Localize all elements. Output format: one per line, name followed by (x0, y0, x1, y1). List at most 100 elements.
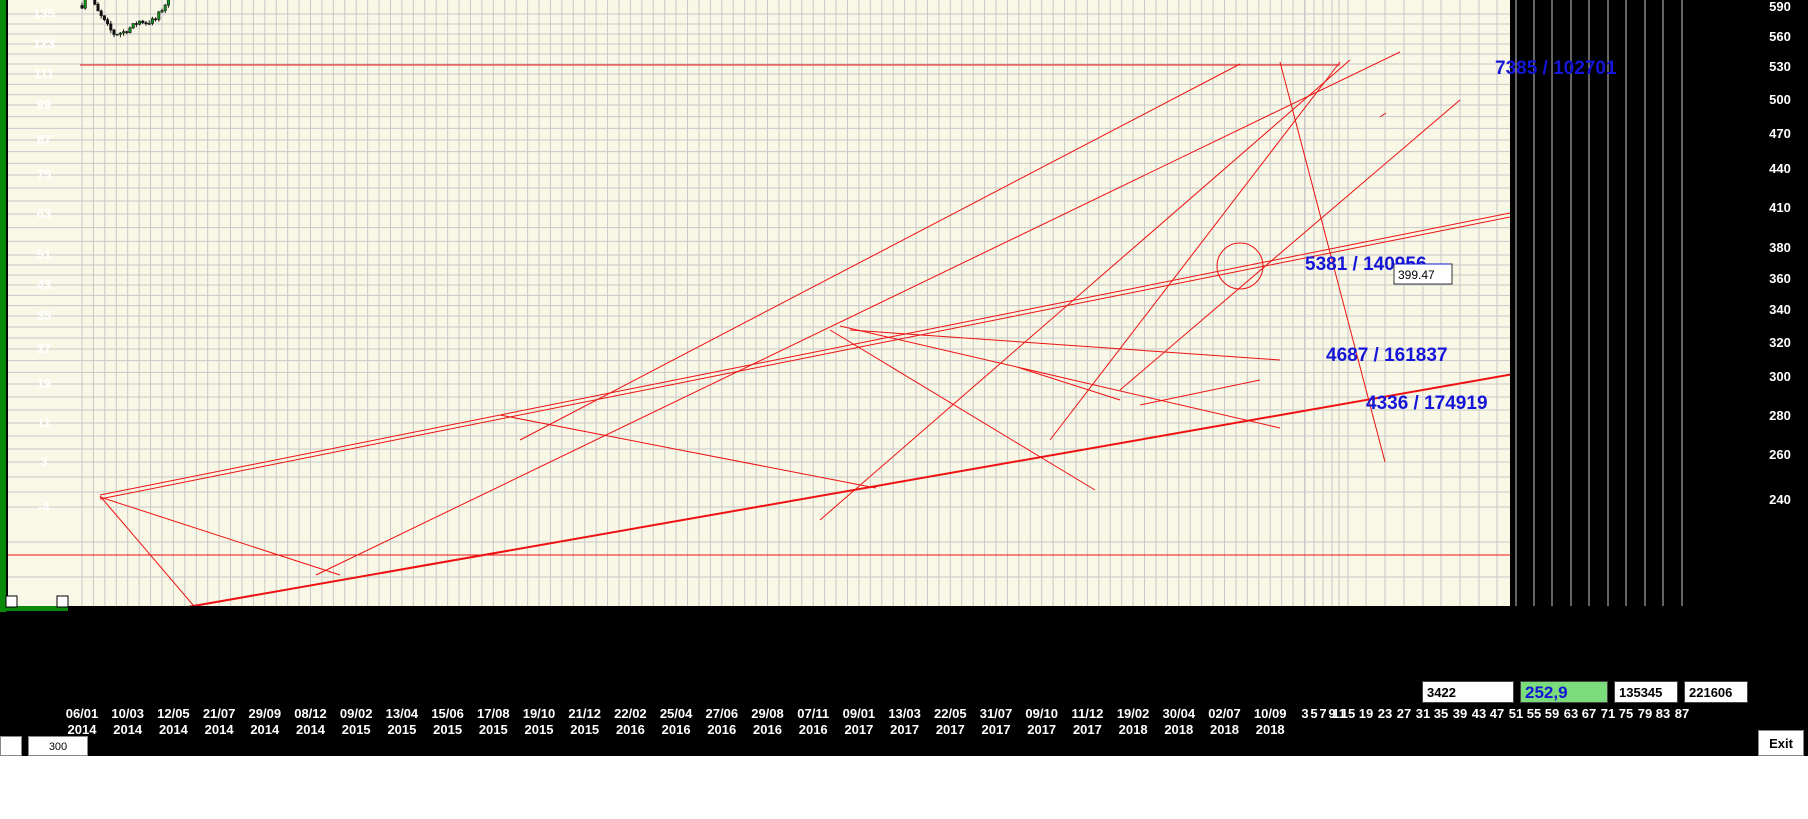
candle (96, 3, 100, 12)
x-axis-date-tick: 13/04 (386, 706, 419, 721)
candles (80, 0, 170, 38)
status-box-3: 135345 (1614, 681, 1678, 703)
right-axis-tick: 280 (1769, 408, 1791, 423)
exit-button[interactable]: Exit (1758, 730, 1804, 756)
x-axis-date-tick: 07/11 (797, 706, 829, 721)
trendline (1019, 367, 1121, 401)
left-button[interactable] (0, 736, 22, 756)
highlight-circle (1216, 242, 1264, 290)
candle (141, 20, 145, 24)
left-axis-tick: 27 (37, 341, 51, 356)
left-axis-tick: 111 (34, 66, 54, 81)
trendline (187, 373, 1510, 606)
x-axis-date-tick: 22/02 (614, 706, 647, 721)
x-axis-year-tick: 2014 (205, 722, 235, 737)
x-axis-year-tick: 2016 (753, 722, 782, 737)
candle (125, 31, 129, 33)
x-axis-future-tick: 7 (1319, 706, 1326, 721)
left-axis-tick: 19 (37, 376, 51, 391)
x-axis-date-tick: 10/09 (1254, 706, 1287, 721)
left-axis-tick: 135 (33, 6, 55, 21)
x-axis-future-tick: 31 (1416, 706, 1430, 721)
right-axis-tick: 470 (1769, 126, 1791, 141)
candle (112, 29, 116, 35)
x-axis-future-tick: 51 (1509, 706, 1523, 721)
x-axis-year-tick: 2018 (1210, 722, 1239, 737)
x-axis-future-tick: 27 (1397, 706, 1411, 721)
bottom-green-bar (0, 606, 68, 611)
x-axis-future-tick: 67 (1582, 706, 1596, 721)
right-axis-tick: 380 (1769, 240, 1791, 255)
x-axis-future-tick: 39 (1453, 706, 1467, 721)
right-axis-tick: 340 (1769, 302, 1791, 317)
x-axis-year-tick: 2014 (296, 722, 326, 737)
x-axis-future-tick: 83 (1656, 706, 1670, 721)
x-axis-date-tick: 10/03 (111, 706, 144, 721)
candle (144, 22, 148, 25)
x-axis-year-tick: 2015 (342, 722, 371, 737)
trendline (315, 51, 1401, 576)
x-axis-date-tick: 06/01 (66, 706, 99, 721)
x-axis-year-tick: 2015 (433, 722, 462, 737)
annotation-3: 4687 / 161837 (1326, 345, 1448, 366)
candle (83, 0, 87, 9)
trendline (1139, 379, 1261, 406)
x-axis-year-tick: 2017 (982, 722, 1011, 737)
x-axis-future-tick: 23 (1378, 706, 1392, 721)
x-axis-date-tick: 08/12 (294, 706, 327, 721)
status-box-1: 3422 (1422, 681, 1514, 703)
x-axis-date-tick: 29/08 (751, 706, 784, 721)
x-axis-date-tick: 19/10 (523, 706, 556, 721)
trendline (1049, 61, 1341, 441)
candle (134, 23, 138, 25)
trendline (499, 414, 877, 489)
trendline (849, 329, 1281, 361)
trendline (99, 496, 341, 576)
candle (122, 31, 126, 34)
right-axis-tick: 560 (1769, 29, 1791, 44)
left-axis-tick: 123 (33, 36, 55, 51)
current-value-label: 399.47 (1398, 268, 1435, 282)
candle (166, 0, 170, 6)
x-axis-date-tick: 25/04 (660, 706, 693, 721)
trendline (1279, 61, 1386, 463)
x-axis-future-tick: 63 (1564, 706, 1578, 721)
x-axis-date-tick: 21/07 (203, 706, 236, 721)
x-axis-year-tick: 2016 (707, 722, 736, 737)
x-axis-future-tick: 75 (1619, 706, 1633, 721)
left-axis-tick: 11 (37, 415, 51, 430)
x-axis-future-tick: 55 (1527, 706, 1541, 721)
right-checkbox[interactable] (56, 595, 69, 608)
trendline (99, 216, 1510, 500)
x-axis-year-tick: 2015 (479, 722, 508, 737)
status-box-2: 252,9 (1520, 681, 1608, 703)
x-axis-date-tick: 30/04 (1163, 706, 1196, 721)
x-axis-date-tick: 12/05 (157, 706, 190, 721)
x-axis-date-tick: 27/06 (706, 706, 739, 721)
x-axis-year-tick: 2017 (1073, 722, 1102, 737)
candle (157, 11, 161, 20)
left-axis-tick: 51 (37, 247, 51, 262)
candle (138, 20, 142, 25)
candle (93, 0, 97, 5)
x-axis-date-tick: 19/02 (1117, 706, 1150, 721)
x-axis-year-tick: 2017 (1027, 722, 1056, 737)
x-axis-date-tick: 15/06 (431, 706, 464, 721)
status-box-4: 221606 (1684, 681, 1748, 703)
x-axis-future-tick: 87 (1675, 706, 1689, 721)
left-checkbox[interactable] (5, 595, 18, 608)
x-axis-date-tick: 31/07 (980, 706, 1013, 721)
x-axis-date-tick: 09/02 (340, 706, 373, 721)
candle (131, 23, 135, 29)
trendline (519, 63, 1241, 441)
x-axis-year-tick: 2016 (662, 722, 691, 737)
candle (109, 23, 113, 31)
candle (80, 5, 84, 9)
period-button[interactable]: 300 (28, 736, 88, 756)
candle (163, 4, 167, 11)
candle (118, 32, 122, 35)
x-axis-future-tick: 11 (1332, 706, 1346, 721)
right-axis-tick: 410 (1769, 200, 1791, 215)
